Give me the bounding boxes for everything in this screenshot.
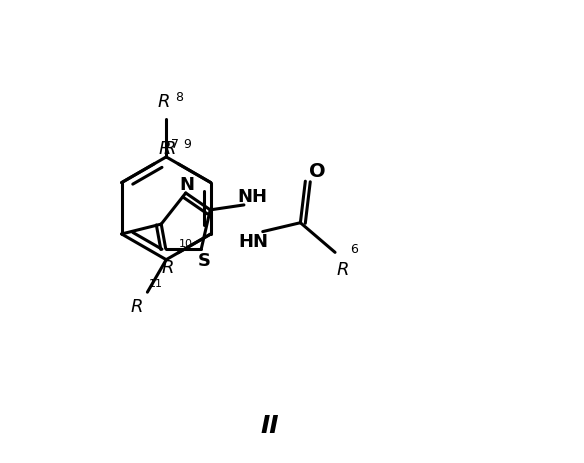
Text: R: R bbox=[131, 298, 144, 316]
Text: HN: HN bbox=[239, 233, 269, 251]
Text: O: O bbox=[309, 162, 325, 181]
Text: II: II bbox=[261, 413, 280, 438]
Text: NH: NH bbox=[238, 188, 268, 206]
Text: 9: 9 bbox=[183, 138, 191, 150]
Text: 8: 8 bbox=[175, 91, 183, 104]
Text: S: S bbox=[198, 252, 211, 270]
Text: 6: 6 bbox=[350, 243, 358, 256]
Text: 10: 10 bbox=[179, 239, 193, 249]
Text: R: R bbox=[158, 140, 171, 158]
Text: 7: 7 bbox=[171, 138, 179, 150]
Text: 11: 11 bbox=[150, 279, 164, 289]
Text: R: R bbox=[158, 94, 171, 112]
Text: N: N bbox=[179, 176, 194, 194]
Text: R: R bbox=[336, 261, 349, 279]
Text: R: R bbox=[162, 259, 174, 277]
Text: R: R bbox=[164, 140, 176, 158]
